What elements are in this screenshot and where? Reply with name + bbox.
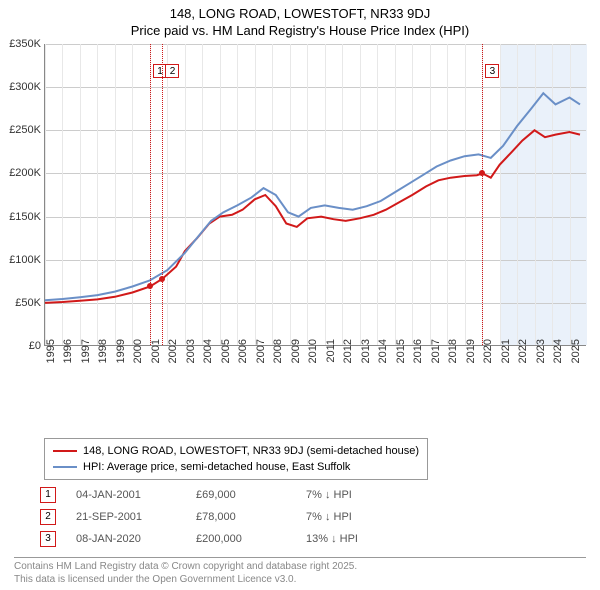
series-layer: [45, 44, 587, 346]
table-row-date: 21-SEP-2001: [76, 511, 176, 523]
table-row-price: £78,000: [196, 511, 286, 523]
event-dashed-line: [150, 44, 151, 345]
chart-area: £0£50K£100K£150K£200K£250K£300K£350K1995…: [0, 44, 590, 394]
series-hpi: [45, 93, 580, 300]
table-row-price: £69,000: [196, 489, 286, 501]
title-line-2: Price paid vs. HM Land Registry's House …: [0, 23, 600, 38]
y-axis-label: £50K: [15, 297, 45, 309]
event-point: [159, 276, 165, 282]
title-block: 148, LONG ROAD, LOWESTOFT, NR33 9DJ Pric…: [0, 0, 600, 38]
series-property: [45, 130, 580, 303]
y-axis-label: £0: [29, 340, 45, 352]
legend-box: 148, LONG ROAD, LOWESTOFT, NR33 9DJ (sem…: [44, 438, 428, 480]
y-axis-label: £300K: [9, 81, 45, 93]
chart-container: 148, LONG ROAD, LOWESTOFT, NR33 9DJ Pric…: [0, 0, 600, 590]
footer-line-2: This data is licensed under the Open Gov…: [14, 573, 586, 586]
y-axis-label: £350K: [9, 38, 45, 50]
table-row: 3 08-JAN-2020 £200,000 13% ↓ HPI: [40, 528, 586, 550]
y-axis-label: £150K: [9, 211, 45, 223]
table-row: 1 04-JAN-2001 £69,000 7% ↓ HPI: [40, 484, 586, 506]
event-dashed-line: [482, 44, 483, 345]
legend-swatch: [53, 466, 77, 468]
y-axis-label: £200K: [9, 167, 45, 179]
legend-label: 148, LONG ROAD, LOWESTOFT, NR33 9DJ (sem…: [83, 445, 419, 457]
table-row-date: 04-JAN-2001: [76, 489, 176, 501]
table-row-index: 1: [40, 487, 56, 503]
y-axis-label: £250K: [9, 124, 45, 136]
table-row-delta: 7% ↓ HPI: [306, 511, 352, 523]
events-table: 1 04-JAN-2001 £69,000 7% ↓ HPI 2 21-SEP-2001 £…: [40, 484, 586, 550]
legend-row: HPI: Average price, semi-detached house,…: [53, 459, 419, 475]
table-row-delta: 7% ↓ HPI: [306, 489, 352, 501]
event-marker-box: 2: [165, 64, 179, 78]
table-row-index: 2: [40, 509, 56, 525]
event-dashed-line: [162, 44, 163, 345]
table-row-price: £200,000: [196, 533, 286, 545]
legend-row: 148, LONG ROAD, LOWESTOFT, NR33 9DJ (sem…: [53, 443, 419, 459]
event-point: [147, 283, 153, 289]
event-marker-box: 3: [485, 64, 499, 78]
table-row: 2 21-SEP-2001 £78,000 7% ↓ HPI: [40, 506, 586, 528]
legend-swatch: [53, 450, 77, 452]
title-line-1: 148, LONG ROAD, LOWESTOFT, NR33 9DJ: [0, 6, 600, 21]
footer-attribution: Contains HM Land Registry data © Crown c…: [14, 557, 586, 586]
table-row-date: 08-JAN-2020: [76, 533, 176, 545]
footer-line-1: Contains HM Land Registry data © Crown c…: [14, 560, 586, 573]
table-row-delta: 13% ↓ HPI: [306, 533, 358, 545]
plot-area: £0£50K£100K£150K£200K£250K£300K£350K1995…: [44, 44, 586, 346]
y-axis-label: £100K: [9, 254, 45, 266]
legend-label: HPI: Average price, semi-detached house,…: [83, 461, 350, 473]
event-point: [479, 170, 485, 176]
table-row-index: 3: [40, 531, 56, 547]
